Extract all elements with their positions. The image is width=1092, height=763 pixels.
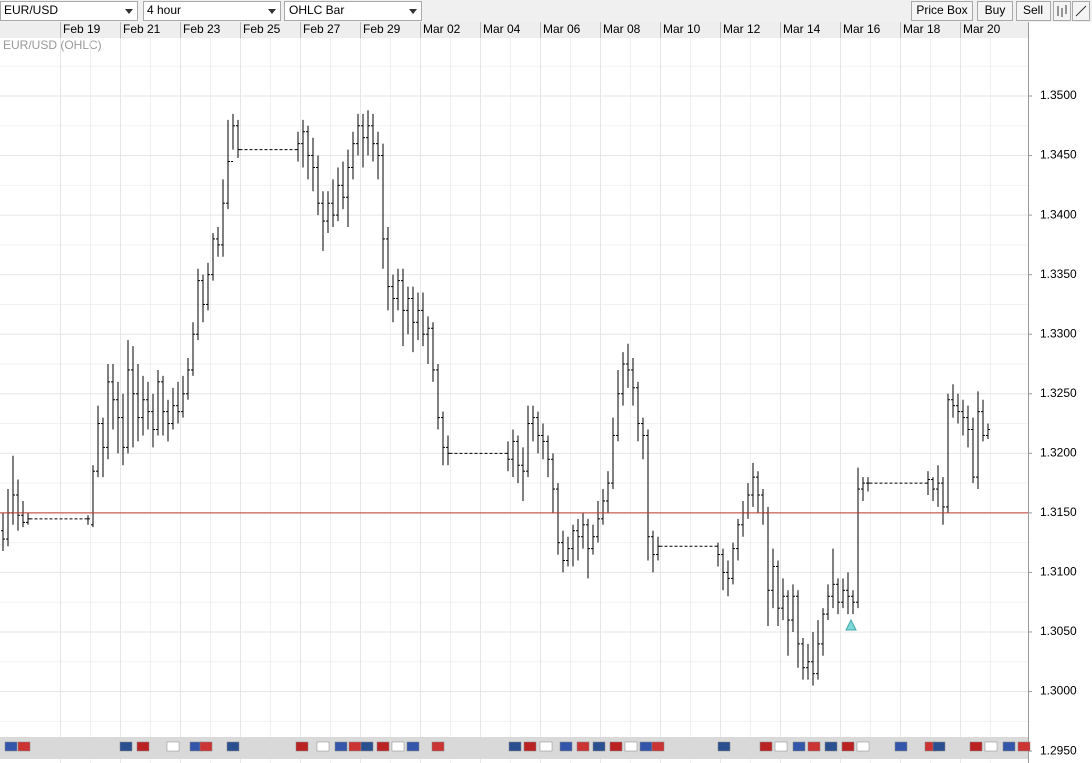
y-tick-label: 1.3500 — [1040, 88, 1077, 102]
button-label: Price Box — [916, 3, 967, 17]
event-flag — [774, 741, 788, 752]
sell-button[interactable] — [1016, 1, 1051, 21]
dropdown-arrow — [409, 9, 417, 14]
event-flag — [391, 741, 405, 752]
event-flag — [348, 741, 362, 752]
x-tick-label: Feb 21 — [123, 22, 161, 36]
event-flag — [431, 741, 445, 752]
event-flag — [4, 741, 18, 752]
x-tick-label: Feb 25 — [243, 22, 281, 36]
event-flag — [576, 741, 590, 752]
date-axis — [0, 22, 1028, 38]
button-label: Buy — [985, 3, 1006, 17]
y-tick-label: 1.3000 — [1040, 684, 1077, 698]
event-flag — [639, 741, 653, 752]
event-flag — [119, 741, 133, 752]
event-flag — [539, 741, 553, 752]
event-flag — [984, 741, 998, 752]
x-tick-label: Feb 29 — [363, 22, 401, 36]
trade-marker — [845, 618, 857, 631]
x-tick-label: Feb 27 — [303, 22, 341, 36]
x-tick-label: Mar 06 — [543, 22, 581, 36]
buy-button[interactable] — [977, 1, 1013, 21]
x-tick-label: Mar 16 — [843, 22, 881, 36]
x-tick-label: Mar 14 — [783, 22, 821, 36]
event-flag — [609, 741, 623, 752]
y-tick-label: 1.3350 — [1040, 267, 1077, 281]
x-tick-label: Mar 02 — [423, 22, 461, 36]
event-flag — [523, 741, 537, 752]
event-flag — [360, 741, 374, 752]
event-flag — [406, 741, 420, 752]
event-flag — [792, 741, 806, 752]
event-flag — [17, 741, 31, 752]
symbol-select[interactable] — [0, 1, 138, 21]
event-flag — [717, 741, 731, 752]
price-box-button[interactable] — [911, 1, 973, 21]
event-flag — [334, 741, 348, 752]
y-tick-label: 1.3300 — [1040, 326, 1077, 340]
x-tick-label: Mar 12 — [723, 22, 761, 36]
event-flag — [759, 741, 773, 752]
event-flag — [894, 741, 908, 752]
event-flag — [932, 741, 946, 752]
dropdown-arrow — [268, 9, 276, 14]
event-flag — [295, 741, 309, 752]
y-tick-label: 1.3200 — [1040, 445, 1077, 459]
icon — [1057, 5, 1067, 17]
button-label: Sell — [1023, 3, 1043, 17]
event-flag — [624, 741, 638, 752]
x-tick-label: Mar 04 — [483, 22, 521, 36]
series-label: EUR/USD (OHLC) — [3, 38, 102, 52]
style-select[interactable] — [284, 1, 422, 21]
event-flag — [559, 741, 573, 752]
y-tick-label: 1.3150 — [1040, 505, 1077, 519]
event-flag — [508, 741, 522, 752]
x-tick-label: Mar 10 — [663, 22, 701, 36]
x-tick-label: Mar 08 — [603, 22, 641, 36]
event-flag — [136, 741, 150, 752]
dropdown-arrow — [125, 9, 133, 14]
event-flag — [807, 741, 821, 752]
interval: 4 hour — [147, 3, 181, 17]
event-flag — [1017, 741, 1031, 752]
event-flag — [856, 741, 870, 752]
event-flag — [376, 741, 390, 752]
event-flag — [969, 741, 983, 752]
event-flag — [824, 741, 838, 752]
event-flag — [592, 741, 606, 752]
y-tick-label: 1.3250 — [1040, 386, 1077, 400]
event-flag — [166, 741, 180, 752]
event-flag — [841, 741, 855, 752]
interval-select[interactable] — [143, 1, 281, 21]
y-tick-label: 1.3400 — [1040, 207, 1077, 221]
symbol: EUR/USD — [4, 3, 58, 17]
x-tick-label: Feb 23 — [183, 22, 221, 36]
x-tick-label: Feb 19 — [63, 22, 101, 36]
event-flag — [316, 741, 330, 752]
event-flag — [651, 741, 665, 752]
event-flag — [1002, 741, 1016, 752]
x-tick-label: Mar 18 — [903, 22, 941, 36]
price-axis — [1028, 22, 1092, 763]
chart-style: OHLC Bar — [289, 3, 344, 17]
x-tick-label: Mar 20 — [963, 22, 1001, 36]
y-tick-label: 1.3100 — [1040, 565, 1077, 579]
event-flag — [199, 741, 213, 752]
y-tick-label: 1.2950 — [1040, 743, 1077, 757]
event-flag — [226, 741, 240, 752]
y-tick-label: 1.3450 — [1040, 148, 1077, 162]
icon — [1075, 5, 1087, 17]
y-tick-label: 1.3050 — [1040, 624, 1077, 638]
